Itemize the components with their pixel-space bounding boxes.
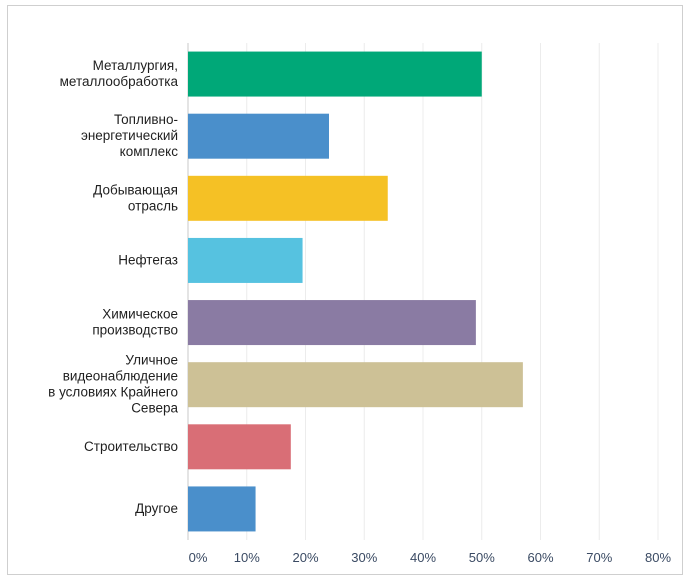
x-tick-label: 30% xyxy=(351,550,377,565)
x-tick-label: 20% xyxy=(292,550,318,565)
x-tick-label: 80% xyxy=(645,550,671,565)
x-tick-label: 50% xyxy=(469,550,495,565)
bar xyxy=(188,300,476,346)
bar xyxy=(188,113,329,159)
bar xyxy=(188,424,291,470)
category-label: Строительство xyxy=(84,438,178,453)
bar xyxy=(188,175,388,221)
x-tick-label: 0% xyxy=(189,550,208,565)
bar xyxy=(188,486,256,532)
x-tick-label: 10% xyxy=(234,550,260,565)
category-label: Металлургия, металлообработка xyxy=(60,58,179,89)
category-label: Другое xyxy=(135,501,178,516)
category-label: Добывающая отрасль xyxy=(93,182,178,213)
x-tick-label: 60% xyxy=(527,550,553,565)
category-label: Химическое производство xyxy=(92,306,178,337)
category-label: Нефтегаз xyxy=(118,252,178,267)
category-label: Уличное видеонаблюдение в условиях Крайнег… xyxy=(48,352,178,415)
x-tick-label: 70% xyxy=(586,550,612,565)
x-tick-label: 40% xyxy=(410,550,436,565)
bar xyxy=(188,51,482,97)
chart-frame xyxy=(7,5,683,575)
bar xyxy=(188,362,523,408)
category-label: Топливно-энергетический комплекс xyxy=(81,112,178,159)
bar xyxy=(188,237,303,283)
